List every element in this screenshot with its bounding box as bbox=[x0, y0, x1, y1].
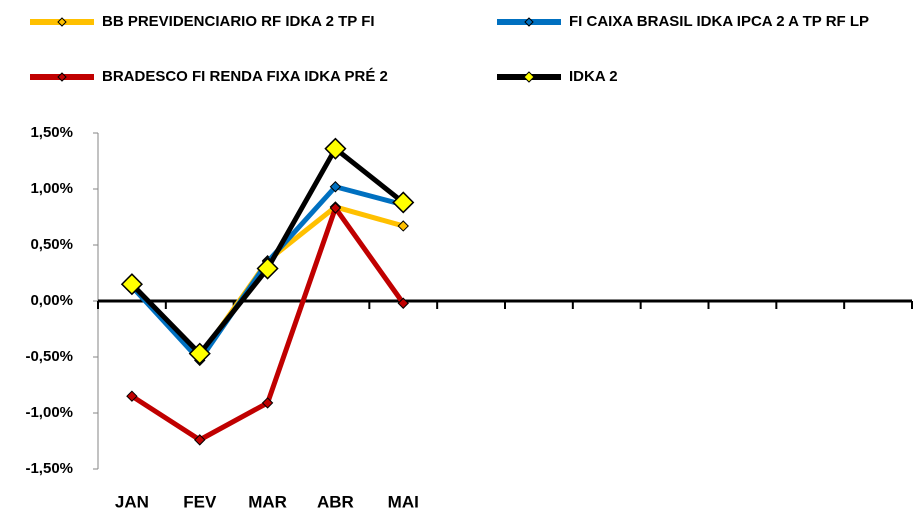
point-marker bbox=[397, 297, 409, 309]
point-marker bbox=[329, 181, 342, 193]
y-tick-label: -1,00% bbox=[25, 404, 73, 421]
point-marker bbox=[397, 220, 409, 232]
point-marker bbox=[329, 202, 342, 214]
legend-label: FI CAIXA BRASIL IDKA IPCA 2 A TP RF LP bbox=[569, 13, 869, 30]
point-marker bbox=[188, 342, 211, 365]
legend-label: BRADESCO FI RENDA FIXA IDKA PRÉ 2 bbox=[102, 68, 388, 85]
point-marker bbox=[194, 434, 206, 446]
series-line bbox=[130, 146, 405, 357]
point-marker bbox=[256, 257, 279, 280]
y-tick-label: 0,00% bbox=[30, 292, 73, 309]
legend-marker bbox=[57, 17, 67, 27]
x-tick-label: ABR bbox=[317, 492, 354, 511]
y-tick-label: 1,50% bbox=[30, 124, 73, 141]
y-tick-label: 1,00% bbox=[30, 180, 73, 197]
x-tick-label: MAI bbox=[388, 492, 419, 511]
legend-label: BB PREVIDENCIARIO RF IDKA 2 TP FI bbox=[102, 13, 375, 30]
y-tick-label: -1,50% bbox=[25, 460, 73, 477]
y-tick-label: 0,50% bbox=[30, 236, 73, 253]
legend-label: IDKA 2 bbox=[569, 68, 618, 85]
point-marker bbox=[120, 273, 143, 296]
point-marker bbox=[126, 390, 138, 402]
x-tick-label: FEV bbox=[183, 492, 217, 511]
legend-marker bbox=[523, 71, 535, 83]
x-tick-label: MAR bbox=[248, 492, 287, 511]
point-marker bbox=[392, 191, 415, 214]
y-tick-label: -0,50% bbox=[25, 348, 73, 365]
x-tick-label: JAN bbox=[115, 492, 149, 511]
point-marker bbox=[261, 397, 274, 409]
legend-marker bbox=[524, 17, 534, 27]
point-marker bbox=[324, 137, 347, 160]
legend-marker bbox=[57, 72, 67, 82]
